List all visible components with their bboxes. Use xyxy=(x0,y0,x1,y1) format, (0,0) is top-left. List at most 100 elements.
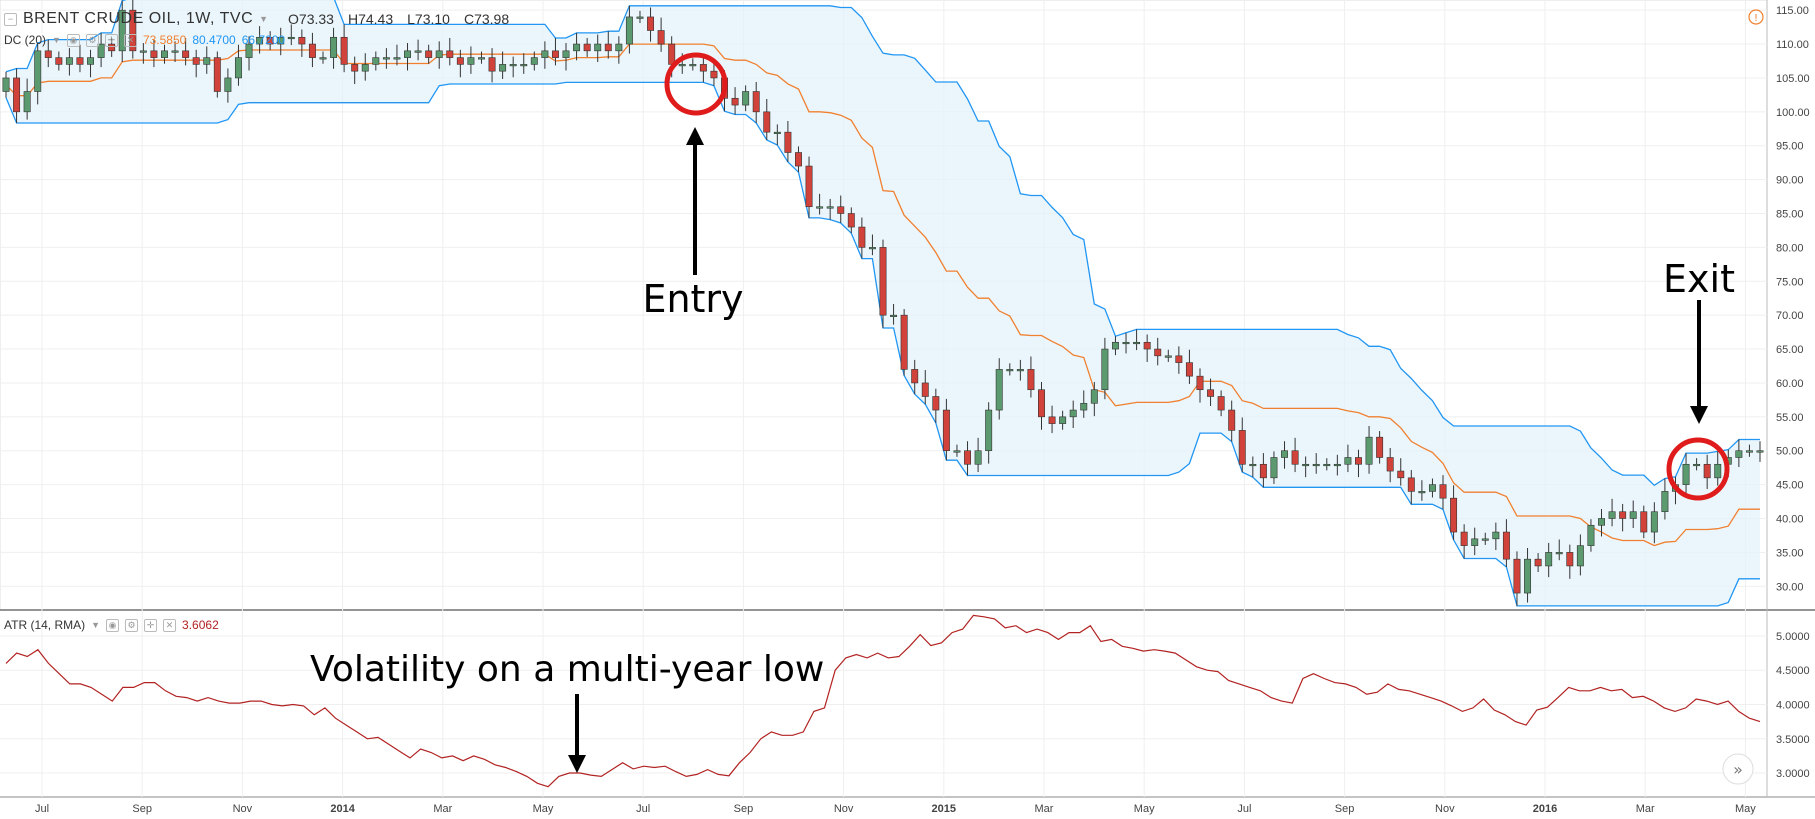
candle-body xyxy=(330,36,338,58)
candle-body xyxy=(1386,457,1394,472)
candle xyxy=(224,68,232,103)
candle-body xyxy=(594,43,602,52)
candle-body xyxy=(1249,463,1257,467)
candle-body xyxy=(256,36,264,45)
atr-name[interactable]: ATR (14, RMA) xyxy=(4,618,86,632)
symbol-legend: − BRENT CRUDE OIL, 1W, TVC ▼ O73.33 H74.… xyxy=(4,10,509,28)
candle-body xyxy=(1281,450,1288,458)
candle-body xyxy=(1259,463,1267,479)
price-tick-label: 95.00 xyxy=(1776,141,1804,153)
candle-body xyxy=(1397,470,1405,479)
candle-body xyxy=(1650,511,1658,533)
candle-body xyxy=(509,64,517,67)
candle xyxy=(1122,332,1130,354)
candle-body xyxy=(361,64,369,72)
candle-body xyxy=(319,57,327,60)
gear-icon[interactable]: ⚙ xyxy=(125,618,139,632)
candle-body xyxy=(44,50,52,58)
candle xyxy=(1460,524,1468,559)
candle-body xyxy=(1312,463,1320,467)
candle xyxy=(594,34,602,63)
candle-body xyxy=(1175,355,1183,363)
candle-body xyxy=(1038,389,1045,418)
candle xyxy=(763,98,771,140)
candle xyxy=(964,441,971,476)
chevron-down-icon[interactable]: ▼ xyxy=(52,35,61,45)
volatility-label: Volatility on a multi-year low xyxy=(310,649,824,690)
time-tick-label: Nov xyxy=(233,803,253,815)
candle-body xyxy=(76,57,84,65)
candle xyxy=(1259,453,1267,488)
candle-body xyxy=(245,43,253,58)
price-tick-label: 80.00 xyxy=(1776,242,1804,254)
candle xyxy=(1069,400,1077,429)
candle xyxy=(340,24,348,73)
price-tick-label: 110.00 xyxy=(1776,39,1809,51)
candle-body xyxy=(953,450,961,453)
candle-body xyxy=(456,57,464,65)
chevron-down-icon[interactable]: ▼ xyxy=(259,14,269,24)
candle-body xyxy=(1735,450,1743,458)
candle-body xyxy=(1344,457,1352,465)
candle-body xyxy=(773,131,781,134)
candle-body xyxy=(784,131,792,153)
candle xyxy=(1291,437,1299,473)
candle-body xyxy=(1090,389,1098,404)
candle-body xyxy=(1439,484,1447,499)
candle xyxy=(1481,532,1489,545)
minus-square-icon[interactable]: − xyxy=(4,12,17,26)
candle-body xyxy=(1302,463,1310,467)
time-tick-label: Sep xyxy=(1335,803,1355,815)
more-icon[interactable]: ✛ xyxy=(144,618,158,632)
candle xyxy=(1608,498,1616,527)
candle-body xyxy=(699,64,707,72)
candle-body xyxy=(911,369,919,384)
candle xyxy=(1238,417,1246,473)
candle-body xyxy=(530,57,538,65)
candle xyxy=(1038,381,1045,430)
candle xyxy=(794,146,802,173)
candle-body xyxy=(678,64,686,67)
candle-body xyxy=(192,57,200,65)
gear-icon[interactable]: ⚙ xyxy=(85,33,99,47)
candle xyxy=(34,43,42,105)
candle xyxy=(1513,551,1521,606)
candle xyxy=(1619,503,1627,532)
candle xyxy=(1587,519,1595,552)
eye-icon[interactable]: ◉ xyxy=(66,33,80,47)
candle xyxy=(456,49,464,78)
chevron-down-icon[interactable]: ▼ xyxy=(91,620,101,630)
candle xyxy=(393,44,401,66)
candle-body xyxy=(23,91,31,113)
candle-body xyxy=(752,91,760,113)
close-icon[interactable]: ✕ xyxy=(163,618,177,632)
alert-button[interactable]: ! xyxy=(1748,9,1764,25)
candle xyxy=(699,54,707,83)
candle xyxy=(1016,359,1024,381)
candle-body xyxy=(826,206,834,209)
volatility-arrowhead xyxy=(568,755,586,773)
candle-body xyxy=(900,314,908,370)
candle xyxy=(446,37,454,66)
candle xyxy=(1133,329,1141,351)
candle xyxy=(541,41,549,69)
close-icon[interactable]: ✕ xyxy=(123,33,137,47)
dc-name[interactable]: DC (20) xyxy=(4,33,47,47)
candle-body xyxy=(1745,450,1753,453)
candle-body xyxy=(1598,518,1605,526)
more-icon[interactable]: ✛ xyxy=(104,33,118,47)
candle-body xyxy=(1534,558,1542,567)
eye-icon[interactable]: ◉ xyxy=(106,618,120,632)
price-tick-label: 35.00 xyxy=(1776,547,1804,559)
candle-body xyxy=(1059,416,1067,424)
candle xyxy=(520,53,528,74)
candle-body xyxy=(1481,538,1489,541)
symbol-title[interactable]: BRENT CRUDE OIL, 1W, TVC xyxy=(23,10,254,27)
scroll-button[interactable]: » xyxy=(1722,753,1754,785)
candle-body xyxy=(890,314,898,317)
candle xyxy=(1154,337,1162,366)
atr-legend: ATR (14, RMA) ▼ ◉ ⚙ ✛ ✕ 3.6062 xyxy=(4,618,219,632)
price-tick-label: 115.00 xyxy=(1776,5,1809,17)
candle xyxy=(1175,346,1183,374)
